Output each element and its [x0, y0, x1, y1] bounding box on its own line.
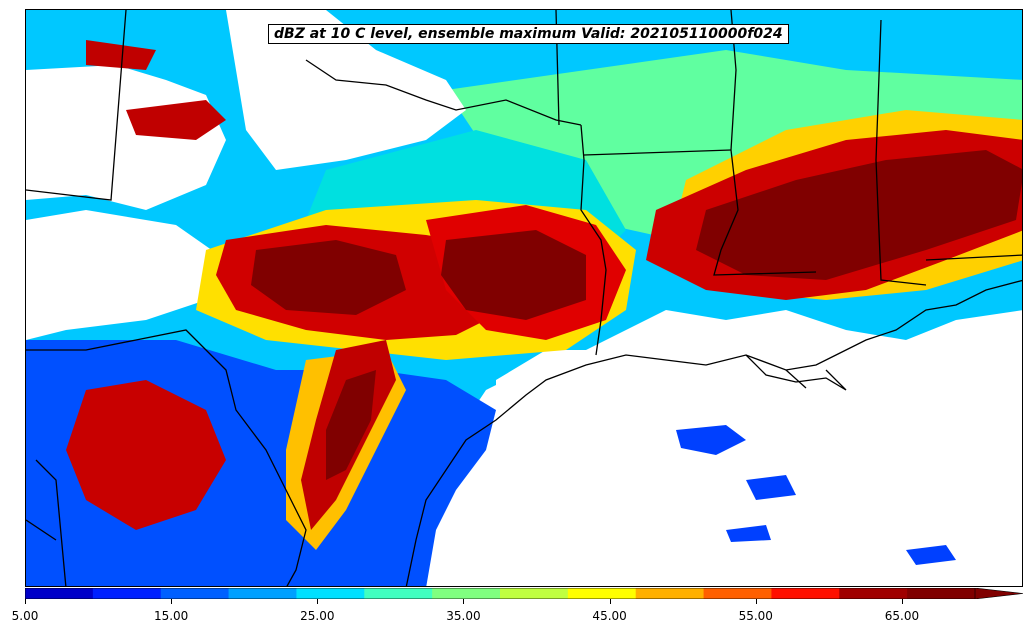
core-sw [66, 380, 226, 530]
boundary-ms-river [713, 10, 817, 276]
colorbar-segment [296, 588, 365, 599]
colorbar-tick-mark [25, 599, 26, 604]
colorbar-segment [92, 588, 162, 599]
gap-northwest [26, 65, 226, 210]
colorbar-segment [703, 588, 772, 599]
boundary-west-border [26, 10, 127, 201]
colorbar-segment [567, 588, 637, 599]
colorbar-segment [160, 588, 230, 599]
colorbar-tick-mark [171, 599, 173, 604]
colorbar-segment [500, 588, 569, 599]
colorbar-extend-arrow [974, 588, 1023, 599]
colorbar-tick-label: 15.00 [153, 609, 189, 623]
core-max-west [251, 240, 406, 315]
colorbar-tick-mark [317, 599, 319, 604]
core-max-south [326, 370, 376, 480]
colorbar-segment [25, 588, 94, 599]
gap-gulf [496, 330, 1022, 586]
boundary-sw [35, 459, 67, 586]
boundary-tx-east [580, 124, 607, 356]
core-max-central [441, 230, 586, 320]
colorbar-tick-label: 45.00 [592, 609, 627, 623]
colorbar-tick-mark [609, 599, 611, 604]
gap-west [26, 210, 226, 340]
boundary-sw2 [26, 519, 57, 541]
boundary-tx-north [305, 59, 582, 126]
boundary-al-fl [925, 254, 1022, 261]
boundary-ms-al [875, 19, 927, 286]
reflectivity-map: dBZ at 10 C level, ensemble maximum Vali… [25, 9, 1023, 587]
boundary-mexico [26, 329, 307, 586]
colorbar-tick-mark [463, 599, 465, 604]
colorbar-tick-label: 35.00 [446, 609, 481, 623]
colorbar-segment [907, 588, 976, 599]
core-nw-streaks [86, 40, 226, 140]
coastline-bays [745, 354, 847, 391]
colorbar [25, 588, 1023, 599]
colorbar-segment [771, 588, 840, 599]
colorbar-segment [635, 588, 705, 599]
map-canvas [26, 10, 1022, 586]
boundary-ar-la [583, 149, 732, 156]
colorbar-tick-label: 5.00 [11, 609, 39, 623]
reflectivity-field [26, 10, 1022, 586]
colorbar-tick-mark [901, 599, 903, 604]
gap-north [226, 10, 466, 170]
colorbar-tick-label: 55.00 [738, 609, 773, 623]
colorbar-segment [364, 588, 433, 599]
colorbar-segment [228, 588, 297, 599]
offshore-cells [676, 425, 956, 565]
colorbar-segment [432, 588, 501, 599]
colorbar-tick-label: 65.00 [884, 609, 920, 623]
coastline-gulf [405, 279, 1022, 586]
core-max-east [696, 150, 1022, 280]
map-title: dBZ at 10 C level, ensemble maximum Vali… [268, 24, 789, 44]
colorbar-tick-mark [755, 599, 757, 604]
colorbar-tick-label: 25.00 [300, 609, 335, 623]
colorbar-segment [839, 588, 908, 599]
